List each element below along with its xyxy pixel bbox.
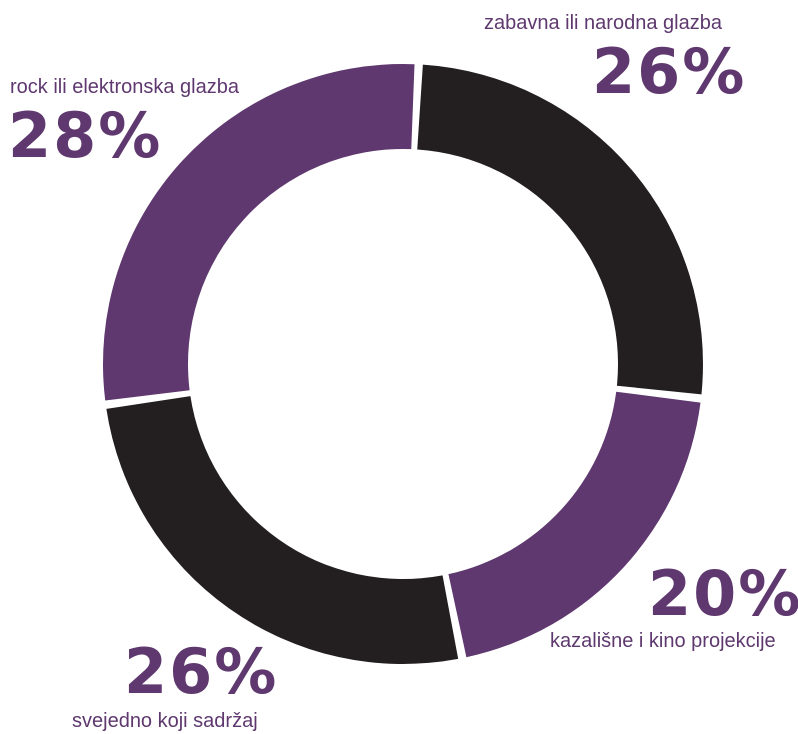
percent-svejedno: 26% [124, 635, 279, 708]
percent-rock: 28% [8, 99, 163, 172]
label-zabavna: zabavna ili narodna glazba [484, 12, 722, 34]
percent-zabavna: 26% [592, 35, 747, 108]
label-svejedno: svejedno koji sadržaj [72, 710, 258, 732]
label-kazalisne: kazališne i kino projekcije [550, 630, 776, 652]
segment-kazalisne [448, 391, 701, 658]
segment-zabavna [417, 64, 704, 395]
segment-rock [103, 64, 415, 401]
segment-svejedno [106, 396, 459, 664]
percent-kazalisne: 20% [648, 557, 798, 630]
label-rock: rock ili elektronska glazba [10, 76, 239, 98]
